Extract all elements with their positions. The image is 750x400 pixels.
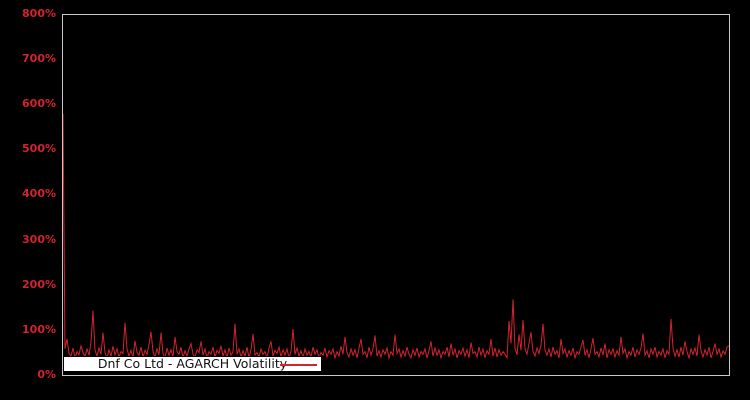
y-axis-tick-label: 800% — [22, 7, 56, 20]
legend-label: Dnf Co Ltd - AGARCH Volatility — [97, 356, 288, 371]
y-axis-tick-label: 700% — [22, 52, 56, 65]
y-axis-tick-label: 0% — [37, 368, 56, 381]
y-axis: 800% 700% 600% 500% 400% 300% 200% 100% … — [0, 0, 56, 400]
y-axis-tick-label: 300% — [22, 233, 56, 246]
legend-line-sample — [280, 364, 317, 366]
volatility-series — [63, 113, 729, 360]
volatility-line — [63, 113, 729, 360]
y-axis-tick-label: 400% — [22, 187, 56, 200]
plot-area: Dnf Co Ltd - AGARCH Volatility — [62, 14, 730, 376]
y-axis-tick-label: 600% — [22, 97, 56, 110]
y-axis-tick-label: 500% — [22, 142, 56, 155]
y-axis-tick-label: 200% — [22, 278, 56, 291]
y-axis-tick-label: 100% — [22, 323, 56, 336]
legend: Dnf Co Ltd - AGARCH Volatility — [63, 356, 322, 372]
